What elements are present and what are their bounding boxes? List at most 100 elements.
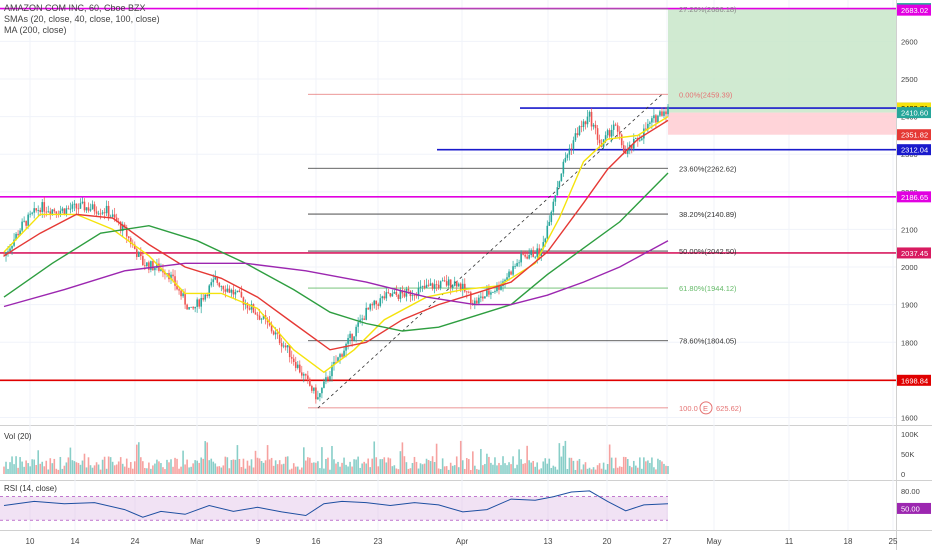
candle-body[interactable] <box>649 122 651 124</box>
candle-body[interactable] <box>532 250 534 257</box>
candle-body[interactable] <box>411 295 414 297</box>
candle-body[interactable] <box>113 214 116 218</box>
candle-body[interactable] <box>329 376 331 380</box>
candle-body[interactable] <box>647 123 649 130</box>
candle-body[interactable] <box>325 377 327 382</box>
candle-body[interactable] <box>494 291 496 293</box>
candle-body[interactable] <box>554 195 557 202</box>
candle-body[interactable] <box>3 255 5 257</box>
candle-body[interactable] <box>645 128 647 130</box>
candle-body[interactable] <box>369 304 372 310</box>
candle-body[interactable] <box>612 124 615 130</box>
candle-body[interactable] <box>413 295 416 297</box>
candle-body[interactable] <box>570 148 573 150</box>
candle-body[interactable] <box>558 181 561 188</box>
candle-body[interactable] <box>242 297 245 305</box>
candle-body[interactable] <box>103 212 106 214</box>
candle-body[interactable] <box>27 214 29 226</box>
candle-body[interactable] <box>604 135 607 140</box>
candle-body[interactable] <box>365 307 367 320</box>
candle-body[interactable] <box>87 207 90 211</box>
candle-body[interactable] <box>488 290 490 295</box>
candle-body[interactable] <box>7 251 9 253</box>
candle-body[interactable] <box>67 208 70 210</box>
candle-body[interactable] <box>309 378 311 386</box>
candle-body[interactable] <box>500 286 502 290</box>
candle-body[interactable] <box>524 254 526 257</box>
candle-body[interactable] <box>343 350 345 357</box>
candle-body[interactable] <box>534 256 536 258</box>
candle-body[interactable] <box>9 248 11 252</box>
candle-body[interactable] <box>578 126 581 136</box>
candle-body[interactable] <box>657 115 659 123</box>
candle-body[interactable] <box>667 106 669 115</box>
candle-body[interactable] <box>512 266 514 275</box>
candle-body[interactable] <box>71 204 74 209</box>
candle-body[interactable] <box>550 211 553 222</box>
candle-body[interactable] <box>107 205 110 217</box>
candle-body[interactable] <box>506 277 508 280</box>
candle-body[interactable] <box>160 269 162 271</box>
candle-body[interactable] <box>79 203 82 209</box>
candle-body[interactable] <box>214 277 217 280</box>
candle-body[interactable] <box>152 261 154 271</box>
candle-body[interactable] <box>451 285 454 288</box>
price-tag[interactable] <box>897 129 931 141</box>
candle-body[interactable] <box>498 284 500 290</box>
candle-body[interactable] <box>468 291 470 293</box>
earnings-marker-icon[interactable] <box>699 401 713 415</box>
candle-body[interactable] <box>596 128 599 140</box>
candle-body[interactable] <box>125 227 128 237</box>
candle-body[interactable] <box>653 115 655 119</box>
candle-body[interactable] <box>465 291 468 293</box>
candle-body[interactable] <box>546 225 549 239</box>
candle-body[interactable] <box>377 304 380 306</box>
price-tag[interactable] <box>897 144 931 156</box>
candle-body[interactable] <box>218 282 221 287</box>
candle-body[interactable] <box>226 288 229 292</box>
candle-body[interactable] <box>280 343 283 347</box>
candle-body[interactable] <box>101 212 104 214</box>
candle-body[interactable] <box>286 345 289 348</box>
candle-body[interactable] <box>528 255 530 259</box>
candle-body[interactable] <box>379 298 382 306</box>
candle-body[interactable] <box>566 154 569 158</box>
candle-body[interactable] <box>81 201 84 204</box>
candle-body[interactable] <box>109 216 112 218</box>
candle-body[interactable] <box>188 307 190 310</box>
candle-body[interactable] <box>192 306 194 309</box>
position-profit-zone[interactable] <box>668 8 896 113</box>
candle-body[interactable] <box>176 285 178 290</box>
candle-body[interactable] <box>234 291 237 295</box>
rsi-value-tag[interactable] <box>897 502 931 514</box>
candle-body[interactable] <box>194 306 196 309</box>
candle-body[interactable] <box>345 343 347 351</box>
candle-body[interactable] <box>170 274 172 280</box>
candle-body[interactable] <box>437 284 440 289</box>
candle-body[interactable] <box>25 220 27 226</box>
candle-body[interactable] <box>445 281 448 286</box>
candle-body[interactable] <box>190 306 192 308</box>
candle-body[interactable] <box>427 284 430 286</box>
candle-body[interactable] <box>258 315 261 320</box>
candle-body[interactable] <box>292 358 295 363</box>
candle-body[interactable] <box>99 213 102 215</box>
candle-body[interactable] <box>97 213 100 215</box>
candle-body[interactable] <box>542 242 545 249</box>
candle-body[interactable] <box>514 266 516 267</box>
candle-body[interactable] <box>584 121 587 125</box>
candle-body[interactable] <box>15 233 17 240</box>
candle-body[interactable] <box>375 300 378 305</box>
candle-body[interactable] <box>154 267 156 271</box>
candle-body[interactable] <box>661 111 663 116</box>
rsi-line[interactable] <box>3 490 669 518</box>
candle-body[interactable] <box>516 263 518 267</box>
candle-body[interactable] <box>115 217 118 222</box>
candle-body[interactable] <box>371 304 374 306</box>
candle-body[interactable] <box>435 284 438 286</box>
candle-body[interactable] <box>89 209 92 211</box>
candle-body[interactable] <box>482 296 484 299</box>
candle-body[interactable] <box>403 293 406 297</box>
candle-body[interactable] <box>665 111 667 115</box>
